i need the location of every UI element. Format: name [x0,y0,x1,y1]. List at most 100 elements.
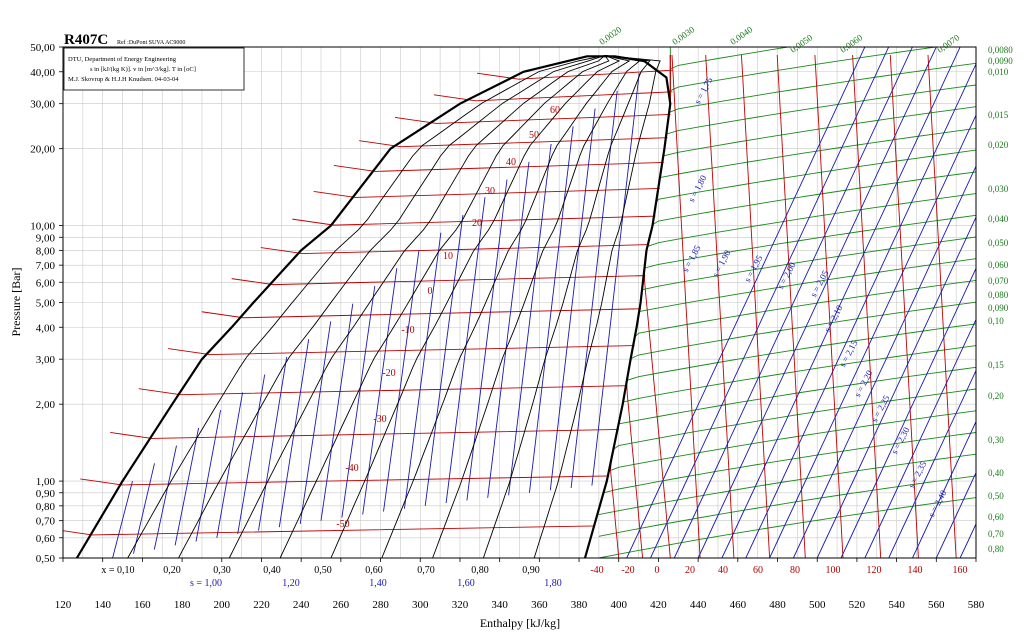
temperature-bottom-label: -40 [590,565,603,576]
quality-line [228,55,606,559]
isochore-line [617,366,976,428]
y-tick-label: 0,70 [36,516,56,528]
isotherm-dome-segment [110,429,619,439]
isentrope-line [278,339,310,528]
quality-line [279,55,610,559]
y-tick-label: 6,00 [36,277,56,289]
isentrope-line [216,392,244,538]
volume-right-label: 0,70 [988,529,1004,539]
isentrope-line [174,427,200,546]
isentrope-line [299,321,332,524]
temperature-bottom-label: 160 [953,565,968,576]
x-tick-label: 340 [491,599,508,611]
temperature-bottom-label: 40 [718,565,728,576]
isentrope-line [320,303,354,521]
x-tick-label: 300 [412,599,429,611]
isochore-line [633,279,976,341]
volume-right-label: 0,60 [988,512,1004,522]
y-axis-ticks: 0,50 0,60 0,70 0,800,901,00 2,00 3,00 4,00 5,00… [30,42,63,565]
quality-line [482,55,651,559]
quality-label: 0,50 [314,565,332,576]
isochore-line [669,47,939,102]
isentrope-vapor-line [816,216,976,558]
x-tick-label: 180 [174,599,191,611]
y-tick-label: 5,00 [36,298,56,310]
isentrope-line [508,143,552,496]
x-tick-label: 560 [928,599,945,611]
isochore-line [640,236,976,298]
isochore-line [598,475,976,537]
x-tick-label: 500 [809,599,826,611]
isentrope-vapor-line [697,47,937,558]
quality-line [178,55,605,559]
volume-right-label: 0,20 [988,391,1004,401]
isentrope-line [445,197,486,504]
isentrope-vapor-line [864,318,976,558]
volume-right-label: 0,030 [988,184,1009,194]
saturation-curve [75,55,672,559]
isentrope-line [549,108,596,491]
temperature-dome-label: -20 [382,368,395,379]
volume-right-label: 0,10 [988,316,1004,326]
isentrope-line [570,90,618,489]
temperature-dome-label: -40 [345,463,358,474]
volume-right-label: 0,30 [988,435,1004,445]
isentrope-vapor-line [792,165,976,558]
info-box [63,47,245,91]
isentrope-line [341,285,376,518]
temperature-dome-label: 30 [485,186,495,197]
x-tick-label: 280 [372,599,389,611]
saturation-dome [75,55,672,559]
isentrope-line [487,161,530,498]
quality-lines [127,55,661,559]
volume-right-label: 0,80 [988,544,1004,554]
quality-label: 0,40 [263,565,281,576]
isochore-line [643,214,976,276]
isochore-line [645,193,976,255]
isochore-line [598,497,976,558]
y-tick-label: 8,00 [36,245,56,257]
isentrope-line [237,374,266,535]
isentrope-line [528,126,574,493]
temperature-dome-label: -10 [401,325,414,336]
volume-right-label: 0,050 [988,238,1009,248]
entropy-bottom-label: 1,40 [369,578,387,589]
volume-right-label: 0,40 [988,468,1004,478]
x-tick-label: 440 [690,599,707,611]
volume-right-label: 0,040 [988,214,1009,224]
x-tick-label: 580 [968,599,985,611]
x-tick-label: 520 [849,599,866,611]
isotherm-dome-segment [476,69,673,80]
isentrope-line [403,232,442,509]
isotherm-dome-segment [63,525,596,536]
quality-line [330,55,621,559]
temperature-bottom-label: 140 [908,565,923,576]
x-tick-label: 260 [333,599,350,611]
y-axis-label: Pressure [Bar] [9,268,23,337]
isentrope-vapor-line [673,47,913,558]
isotherm-dome-segment [394,113,671,124]
y-tick-label: 1,00 [36,476,56,488]
temperature-dome-label: 20 [472,218,482,229]
volume-right-label: 0,090 [988,303,1009,313]
quality-label: 0,20 [163,565,181,576]
isochore-line [657,127,976,189]
volume-right-label: 0,0090 [988,56,1013,66]
isentrope-vapor-line [626,47,866,558]
volume-right-label: 0,015 [988,110,1009,120]
x-tick-label: 320 [452,599,469,611]
x-tick-label: 360 [531,599,548,611]
isochore-line [603,432,976,494]
temperature-dome-label: 50 [529,130,539,141]
isentrope-vapor-line [769,114,976,558]
y-tick-label: 7,00 [36,260,56,272]
volume-right-label: 0,080 [988,290,1009,300]
x-tick-label: 120 [55,599,72,611]
isotherm-lines [63,54,957,558]
grid [62,46,977,559]
volume-right-label: 0,50 [988,491,1004,501]
isentrope-line [591,73,640,486]
x-tick-label: 540 [888,599,905,611]
entropy-bottom-label: 1,80 [544,578,562,589]
quality-line [381,55,631,559]
